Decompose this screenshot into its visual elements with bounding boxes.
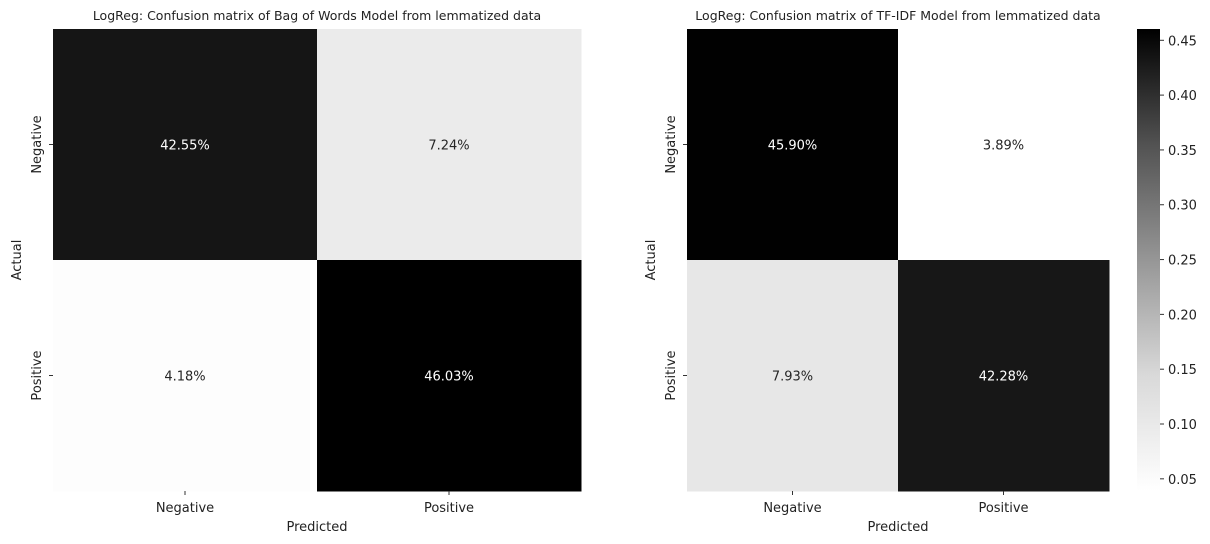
colorbar: 0.05 0.10 0.15 0.20 0.25 0.30 0.35 0.40 0.45 [1137,29,1197,491]
heatmap-left-cell-label-0-1: 7.24% [428,139,469,154]
heatmap-right-cell-label-1-1: 42.28% [979,370,1029,385]
heatmap-right-title: LogReg: Confusion matrix of TF-IDF Model… [695,8,1100,23]
heatmap-left-xtick-label: Negative [156,501,214,516]
heatmap-left-xlabel: Predicted [286,520,347,535]
heatmap-right-cell-label-1-0: 7.93% [772,370,813,385]
heatmap-left: LogReg: Confusion matrix of Bag of Words… [10,8,582,535]
heatmap-left-cell-label-1-1: 46.03% [424,370,474,385]
colorbar-tick-label: 0.25 [1168,254,1197,269]
heatmap-left-ytick-label: Negative [30,115,45,173]
colorbar-tick-label: 0.15 [1168,363,1197,378]
heatmap-left-ytick-label: Positive [30,350,45,400]
heatmap-right-cell-label-0-0: 45.90% [768,139,818,154]
heatmap-right-cell-0-0 [687,29,899,261]
heatmap-right-cell-1-0 [687,260,899,492]
colorbar-tick-label: 0.35 [1168,144,1197,159]
heatmap-left-cell-label-1-0: 4.18% [164,370,205,385]
heatmap-right-xtick-label: Negative [763,501,821,516]
heatmap-left-xtick-label: Positive [424,501,474,516]
heatmap-left-cells: 42.55% 7.24% 4.18% 46.03% Negative Positive Ne… [30,29,582,516]
colorbar-tick-label: 0.05 [1168,473,1197,488]
heatmap-right-ytick-label: Positive [664,350,679,400]
heatmap-right-cell-label-0-1: 3.89% [983,139,1024,154]
colorbar-tick-label: 0.10 [1168,418,1197,433]
heatmap-right: LogReg: Confusion matrix of TF-IDF Model… [644,8,1110,535]
colorbar-gradient [1137,29,1160,491]
heatmap-left-ylabel: Actual [10,240,25,281]
heatmap-right-ytick-label: Negative [664,115,679,173]
colorbar-tick-label: 0.45 [1168,34,1197,49]
heatmap-right-cells: 45.90% 3.89% 7.93% 42.28% Negative Positive Ne… [664,29,1110,516]
heatmap-left-cell-0-0 [53,29,318,261]
heatmap-right-ylabel: Actual [644,240,659,281]
colorbar-tick-label: 0.30 [1168,199,1197,214]
heatmap-right-xlabel: Predicted [867,520,928,535]
heatmap-left-cell-1-0 [53,260,318,492]
heatmap-right-cell-0-1 [898,29,1110,261]
heatmap-left-cell-0-1 [317,29,582,261]
heatmap-left-cell-1-1 [317,260,582,492]
heatmap-left-cell-label-0-0: 42.55% [160,139,210,154]
heatmap-left-title: LogReg: Confusion matrix of Bag of Words… [93,8,541,23]
colorbar-tick-label: 0.40 [1168,89,1197,104]
heatmap-right-xtick-label: Positive [978,501,1028,516]
colorbar-tick-label: 0.20 [1168,308,1197,323]
heatmap-right-cell-1-1 [898,260,1110,492]
